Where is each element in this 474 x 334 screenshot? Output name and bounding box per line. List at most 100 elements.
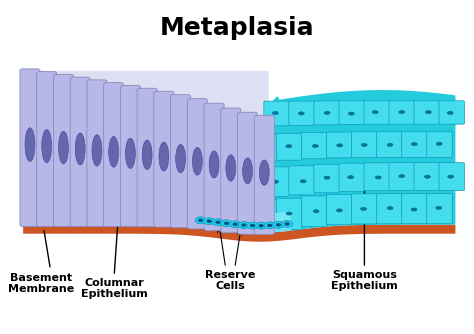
FancyBboxPatch shape — [327, 132, 352, 158]
Ellipse shape — [247, 222, 258, 229]
FancyBboxPatch shape — [427, 194, 452, 224]
FancyBboxPatch shape — [289, 166, 314, 195]
FancyBboxPatch shape — [204, 103, 224, 231]
Ellipse shape — [159, 142, 169, 171]
Ellipse shape — [411, 208, 417, 211]
Ellipse shape — [42, 130, 52, 163]
FancyBboxPatch shape — [187, 99, 207, 229]
FancyBboxPatch shape — [154, 91, 174, 227]
Ellipse shape — [337, 209, 342, 212]
Text: Columnar
Epithelium: Columnar Epithelium — [81, 278, 147, 299]
FancyBboxPatch shape — [137, 88, 157, 227]
FancyBboxPatch shape — [427, 132, 452, 157]
Ellipse shape — [436, 206, 442, 209]
FancyBboxPatch shape — [264, 167, 289, 196]
Ellipse shape — [259, 160, 269, 185]
Ellipse shape — [204, 218, 215, 225]
Ellipse shape — [226, 155, 236, 181]
Ellipse shape — [436, 142, 442, 145]
Ellipse shape — [264, 222, 275, 229]
FancyBboxPatch shape — [402, 132, 427, 157]
Ellipse shape — [387, 206, 393, 210]
Ellipse shape — [58, 131, 68, 164]
Ellipse shape — [361, 207, 366, 210]
Text: Basement
Membrane: Basement Membrane — [8, 273, 74, 294]
Ellipse shape — [221, 220, 232, 227]
Ellipse shape — [176, 144, 185, 173]
FancyBboxPatch shape — [352, 132, 377, 157]
FancyBboxPatch shape — [36, 71, 57, 227]
FancyBboxPatch shape — [87, 80, 107, 227]
FancyBboxPatch shape — [54, 74, 73, 227]
Ellipse shape — [212, 219, 223, 226]
Polygon shape — [260, 90, 456, 233]
Ellipse shape — [230, 221, 241, 228]
FancyBboxPatch shape — [301, 196, 327, 227]
Ellipse shape — [92, 135, 102, 166]
Ellipse shape — [261, 146, 267, 149]
Text: Metaplasia: Metaplasia — [160, 16, 314, 40]
Polygon shape — [23, 71, 269, 233]
FancyBboxPatch shape — [389, 163, 414, 191]
FancyBboxPatch shape — [314, 101, 339, 125]
Ellipse shape — [387, 143, 393, 146]
FancyBboxPatch shape — [237, 112, 257, 234]
FancyBboxPatch shape — [104, 82, 124, 227]
FancyBboxPatch shape — [314, 164, 339, 193]
FancyBboxPatch shape — [352, 194, 377, 224]
Ellipse shape — [348, 112, 355, 115]
FancyBboxPatch shape — [389, 101, 414, 124]
Polygon shape — [23, 225, 456, 242]
FancyBboxPatch shape — [20, 69, 40, 227]
Ellipse shape — [324, 176, 330, 179]
FancyBboxPatch shape — [414, 101, 439, 124]
Ellipse shape — [372, 111, 378, 114]
FancyBboxPatch shape — [439, 101, 465, 124]
FancyBboxPatch shape — [414, 163, 439, 191]
FancyBboxPatch shape — [254, 115, 274, 234]
Ellipse shape — [324, 111, 330, 115]
Ellipse shape — [273, 221, 284, 228]
Ellipse shape — [425, 111, 431, 114]
FancyBboxPatch shape — [252, 134, 277, 161]
FancyBboxPatch shape — [377, 132, 402, 157]
Ellipse shape — [399, 111, 405, 114]
Ellipse shape — [298, 112, 304, 115]
FancyBboxPatch shape — [364, 163, 390, 191]
FancyBboxPatch shape — [171, 95, 191, 228]
Ellipse shape — [273, 180, 279, 183]
FancyBboxPatch shape — [221, 108, 241, 233]
FancyBboxPatch shape — [364, 101, 390, 124]
Ellipse shape — [337, 144, 343, 147]
Ellipse shape — [233, 223, 237, 226]
FancyBboxPatch shape — [327, 194, 352, 225]
Ellipse shape — [424, 175, 430, 178]
FancyBboxPatch shape — [289, 101, 314, 126]
FancyBboxPatch shape — [377, 194, 402, 224]
Ellipse shape — [411, 143, 417, 146]
Ellipse shape — [255, 222, 266, 229]
Ellipse shape — [242, 224, 246, 226]
Ellipse shape — [312, 145, 319, 148]
Ellipse shape — [195, 217, 206, 224]
Ellipse shape — [276, 223, 281, 226]
Ellipse shape — [267, 224, 272, 227]
FancyBboxPatch shape — [402, 194, 427, 224]
Ellipse shape — [447, 111, 453, 115]
Ellipse shape — [25, 128, 35, 162]
Ellipse shape — [260, 213, 266, 217]
Ellipse shape — [109, 136, 118, 167]
Ellipse shape — [198, 219, 203, 222]
FancyBboxPatch shape — [120, 86, 140, 227]
Ellipse shape — [126, 138, 136, 168]
Ellipse shape — [285, 222, 289, 225]
Ellipse shape — [286, 145, 292, 148]
Ellipse shape — [273, 112, 278, 115]
Ellipse shape — [207, 220, 211, 223]
Ellipse shape — [375, 176, 381, 179]
FancyBboxPatch shape — [339, 101, 365, 124]
Ellipse shape — [238, 221, 249, 228]
FancyBboxPatch shape — [264, 101, 289, 126]
Ellipse shape — [216, 221, 220, 224]
Ellipse shape — [361, 143, 367, 147]
